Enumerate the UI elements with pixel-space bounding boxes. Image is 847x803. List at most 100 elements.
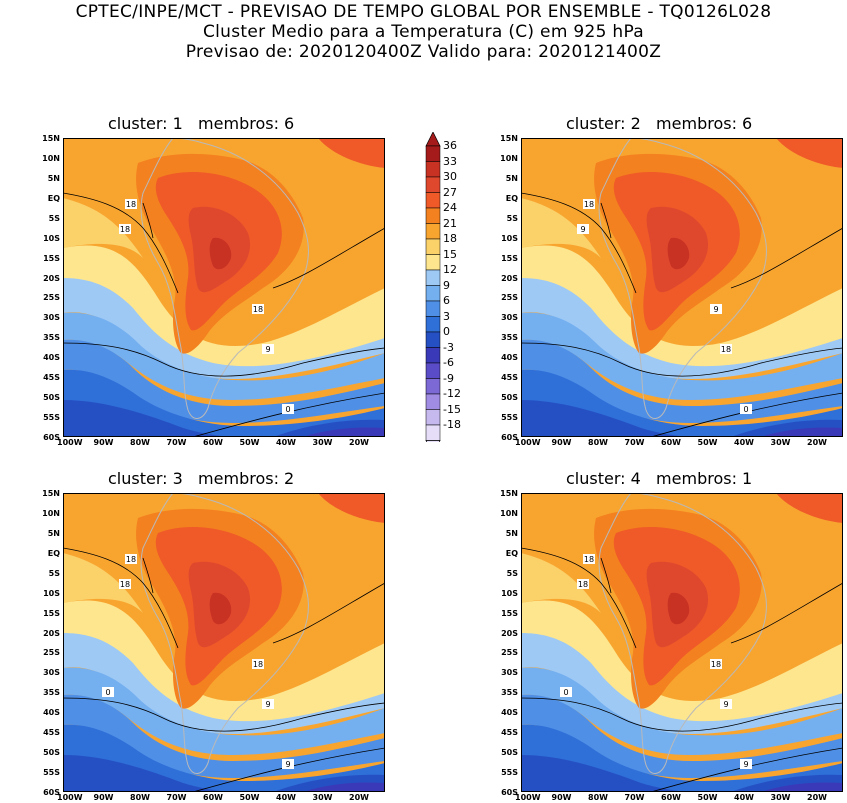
colorbar-tick-label: 0 xyxy=(443,325,450,338)
isotherm-contour xyxy=(521,697,843,732)
latitude-tick-label: 60S xyxy=(501,788,518,797)
colorbar-swatch xyxy=(425,331,441,348)
longitude-tick-label: 40W xyxy=(734,793,754,802)
contour-label: 0 xyxy=(740,404,752,414)
svg-text:18: 18 xyxy=(584,200,594,209)
isotherm-contour xyxy=(650,747,843,792)
longitude-tick-label: 30W xyxy=(770,793,791,802)
latitude-tick-label: 20S xyxy=(43,273,60,283)
longitude-tick-label: 30W xyxy=(312,438,333,447)
map-panel-cluster-3: 18 18 18 9 9 0 xyxy=(63,493,385,792)
temperature-map-cluster-4: 18 18 18 9 9 0 xyxy=(521,493,843,792)
colorbar-swatch xyxy=(425,362,441,379)
coastline xyxy=(140,138,309,419)
contour-label: 9 xyxy=(282,759,294,769)
temperature-fill-region xyxy=(521,600,843,722)
latitude-tick-label: 35S xyxy=(43,333,60,343)
svg-text:18: 18 xyxy=(578,580,588,589)
isotherm-contour xyxy=(142,557,154,594)
latitude-tick-label: 30S xyxy=(501,668,518,678)
isotherm-contour xyxy=(192,392,385,437)
colorbar-swatch xyxy=(425,145,441,162)
contour-label: 0 xyxy=(102,687,114,697)
latitude-tick-label: 55S xyxy=(43,413,60,423)
longitude-tick-label: 80W xyxy=(588,793,608,802)
latitude-tick-label: 35S xyxy=(501,333,518,343)
contour-label: 18 xyxy=(583,554,595,564)
latitude-tick-label: 50S xyxy=(501,748,518,758)
contour-label: 9 xyxy=(262,344,274,354)
svg-text:9: 9 xyxy=(713,305,718,314)
panel-title-cluster-2: cluster: 2 membros: 6 xyxy=(566,114,753,133)
latitude-tick-label: 10N xyxy=(500,153,518,163)
colorbar-swatch xyxy=(425,316,441,333)
longitude-tick-label: 90W xyxy=(93,438,114,447)
latitude-tick-label: 10S xyxy=(501,588,518,598)
svg-text:18: 18 xyxy=(120,225,130,234)
latitude-tick-label: 10N xyxy=(500,508,518,518)
temperature-map-cluster-1: 18 18 18 9 0 xyxy=(63,138,385,437)
longitude-tick-label: 30W xyxy=(312,793,333,802)
svg-text:18: 18 xyxy=(253,660,263,669)
svg-text:18: 18 xyxy=(126,555,136,564)
latitude-tick-label: 15S xyxy=(501,608,518,618)
latitude-tick-label: EQ xyxy=(505,548,518,558)
isotherm-contour xyxy=(272,582,385,644)
colorbar-tick-label: 9 xyxy=(443,278,450,292)
longitude-tick-label: 40W xyxy=(276,438,296,447)
figure-title-line-2: Cluster Medio para a Temperatura (C) em … xyxy=(202,22,645,42)
longitude-tick-label: 20W xyxy=(349,438,369,447)
figure-title-line-3: Previsao de: 2020120400Z Valido para: 20… xyxy=(185,42,662,62)
latitude-tick-label: 20S xyxy=(43,628,60,638)
isotherm-contour xyxy=(730,582,843,644)
contour-label: 18 xyxy=(119,579,131,589)
svg-text:0: 0 xyxy=(105,688,110,697)
colorbar-min-arrow xyxy=(425,440,441,442)
isotherm-contour xyxy=(650,392,843,437)
contour-label: 18 xyxy=(710,659,722,669)
longitude-tick-label: 50W xyxy=(239,793,260,802)
panel-title-cluster-3: cluster: 3 membros: 2 xyxy=(108,469,295,488)
colorbar-tick-label: 12 xyxy=(443,263,457,276)
figure-title-line-1: CPTEC/INPE/MCT - PREVISAO DE TEMPO GLOBA… xyxy=(75,2,772,22)
latitude-tick-label: 55S xyxy=(501,768,518,778)
colorbar-tick-label: 27 xyxy=(443,185,457,199)
temperature-map-cluster-2: 18 9 9 18 0 xyxy=(521,138,843,437)
panel-title-cluster-1: cluster: 1 membros: 6 xyxy=(108,114,295,133)
svg-text:18: 18 xyxy=(120,580,130,589)
latitude-tick-label: 50S xyxy=(43,393,60,403)
svg-text:18: 18 xyxy=(721,345,731,354)
colorbar-tick-label: 36 xyxy=(443,139,457,152)
temperature-fill-region xyxy=(521,755,701,792)
isotherm-contour xyxy=(521,192,637,294)
colorbar-tick-label: 6 xyxy=(443,294,450,307)
colorbar-swatch xyxy=(425,254,441,271)
temperature-fill-region xyxy=(63,633,385,734)
map-panel-cluster-1: 18 18 18 9 0 xyxy=(63,138,385,437)
temperature-fill-region xyxy=(521,400,701,437)
colorbar-tick-label: -3 xyxy=(443,340,454,354)
temperature-fill-region xyxy=(209,592,232,625)
coastline xyxy=(140,493,309,774)
longitude-tick-label: 70W xyxy=(624,438,645,447)
isotherm-contour xyxy=(63,697,385,732)
longitude-tick-label: 90W xyxy=(551,793,572,802)
latitude-tick-label: 60S xyxy=(43,433,60,442)
longitude-tick-label: 60W xyxy=(203,793,223,802)
temperature-fill-region xyxy=(63,667,385,755)
contour-label: 18 xyxy=(125,554,137,564)
latitude-tick-label: EQ xyxy=(505,193,518,203)
temperature-fill-region xyxy=(303,782,385,792)
svg-text:0: 0 xyxy=(563,688,568,697)
temperature-fill-region xyxy=(667,237,690,270)
temperature-fill-region xyxy=(521,245,843,367)
svg-text:9: 9 xyxy=(285,760,290,769)
temperature-fill-region xyxy=(63,312,385,400)
longitude-tick-label: 20W xyxy=(807,793,827,802)
longitude-tick-label: 20W xyxy=(349,793,369,802)
latitude-tick-label: 35S xyxy=(43,688,60,698)
temperature-fill-region xyxy=(303,427,385,437)
latitude-tick-label: EQ xyxy=(47,193,60,203)
temperature-fill-region xyxy=(63,278,385,379)
latitude-tick-label: 40S xyxy=(501,353,518,363)
